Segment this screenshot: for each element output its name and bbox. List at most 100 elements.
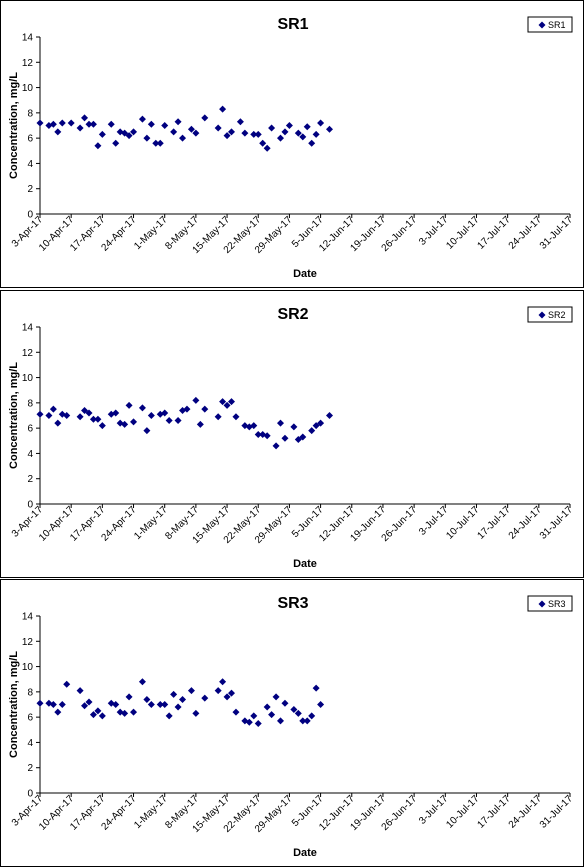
series-0 [36,678,325,727]
y-tick-label: 6 [27,713,33,724]
data-point [290,706,298,714]
y-axis-title: Concentration, mg/L [8,72,20,179]
data-point [299,433,307,441]
data-point [214,413,222,421]
data-point [156,701,164,708]
data-point [143,134,151,142]
data-point [165,712,173,720]
data-point [192,396,200,404]
data-point [187,687,195,695]
data-point [250,422,258,430]
data-point [138,678,146,686]
data-point [125,401,133,409]
data-point [312,684,320,692]
legend-box [527,306,573,323]
y-tick-label: 14 [22,323,34,334]
data-point [85,409,93,417]
y-tick-label: 12 [22,348,34,359]
data-point [85,120,93,128]
y-tick-label: 4 [27,449,33,460]
chart-svg: SR3024681012143-Apr-1710-Apr-1717-Apr-17… [8,595,576,859]
data-point [325,412,333,419]
y-tick-label: 0 [27,210,33,221]
data-point [254,130,262,138]
data-point [138,115,146,123]
data-point [94,415,102,423]
data-point [268,124,276,132]
data-point [89,120,97,128]
legend-label: SR2 [548,310,566,320]
data-point [308,712,316,720]
data-point [268,711,276,719]
data-point [147,412,155,419]
x-tick-label: 31-Jul-17 [538,504,576,542]
data-point [290,423,298,431]
data-point [263,144,271,152]
legend-label: SR3 [548,599,566,609]
y-axis-title: Concentration, mg/L [8,651,20,758]
legend-marker [538,21,546,29]
data-point [308,427,316,435]
chart-svg: SR2024681012143-Apr-1710-Apr-1717-Apr-17… [8,306,576,570]
legend: SR2 [527,306,573,323]
data-point [196,420,204,428]
data-point [89,711,97,719]
data-point [121,129,129,137]
data-point [228,689,236,697]
legend-label: SR1 [548,20,566,30]
y-tick-label: 0 [27,789,33,800]
data-point [232,708,240,716]
data-point [98,712,106,720]
data-point [294,129,302,137]
data-point [219,678,227,686]
y-tick-label: 6 [27,134,33,145]
data-point [254,719,262,727]
data-point [317,119,325,127]
data-point [49,701,57,708]
data-point [58,701,66,708]
data-point [143,695,151,703]
data-point [143,427,151,435]
data-point [76,687,84,695]
x-axis-title: Date [293,847,317,859]
data-point [285,122,293,129]
x-tick-label: 24-Apr-17 [99,214,139,254]
chart-svg: SR1024681012143-Apr-1710-Apr-1717-Apr-17… [8,16,576,280]
y-tick-label: 4 [27,738,33,749]
y-tick-label: 10 [22,83,34,94]
data-point [36,699,44,707]
data-point [81,702,89,710]
y-tick-label: 8 [27,687,33,698]
y-tick-label: 12 [22,637,34,648]
data-point [54,419,62,427]
data-point [277,717,285,725]
data-point [294,709,302,717]
data-point [54,128,62,136]
data-point [259,430,267,438]
y-tick-label: 12 [22,58,34,69]
data-point [112,701,120,708]
x-tick-label: 31-Jul-17 [538,793,576,831]
data-point [281,699,289,707]
data-point [125,132,133,140]
y-tick-label: 2 [27,184,33,195]
x-tick-label: 24-Apr-17 [99,504,139,544]
chart-title: SR3 [277,595,308,612]
legend-box [527,16,573,33]
y-tick-label: 8 [27,108,33,119]
data-point [272,693,280,701]
chart-panel-0: SR1 0 2 4 6 8 10 12 14 3-Apr-17 10-Apr-17 17-Apr-17… [0,0,584,288]
data-point [281,128,289,136]
data-point [183,405,191,413]
data-point [94,142,102,150]
data-point [54,708,62,716]
data-point [281,434,289,442]
x-tick-label: 31-Jul-17 [538,214,576,252]
data-point [76,413,84,421]
data-point [156,139,164,147]
data-point [107,120,115,128]
legend: SR1 [527,16,573,33]
data-point [223,401,231,409]
data-point [223,693,231,701]
